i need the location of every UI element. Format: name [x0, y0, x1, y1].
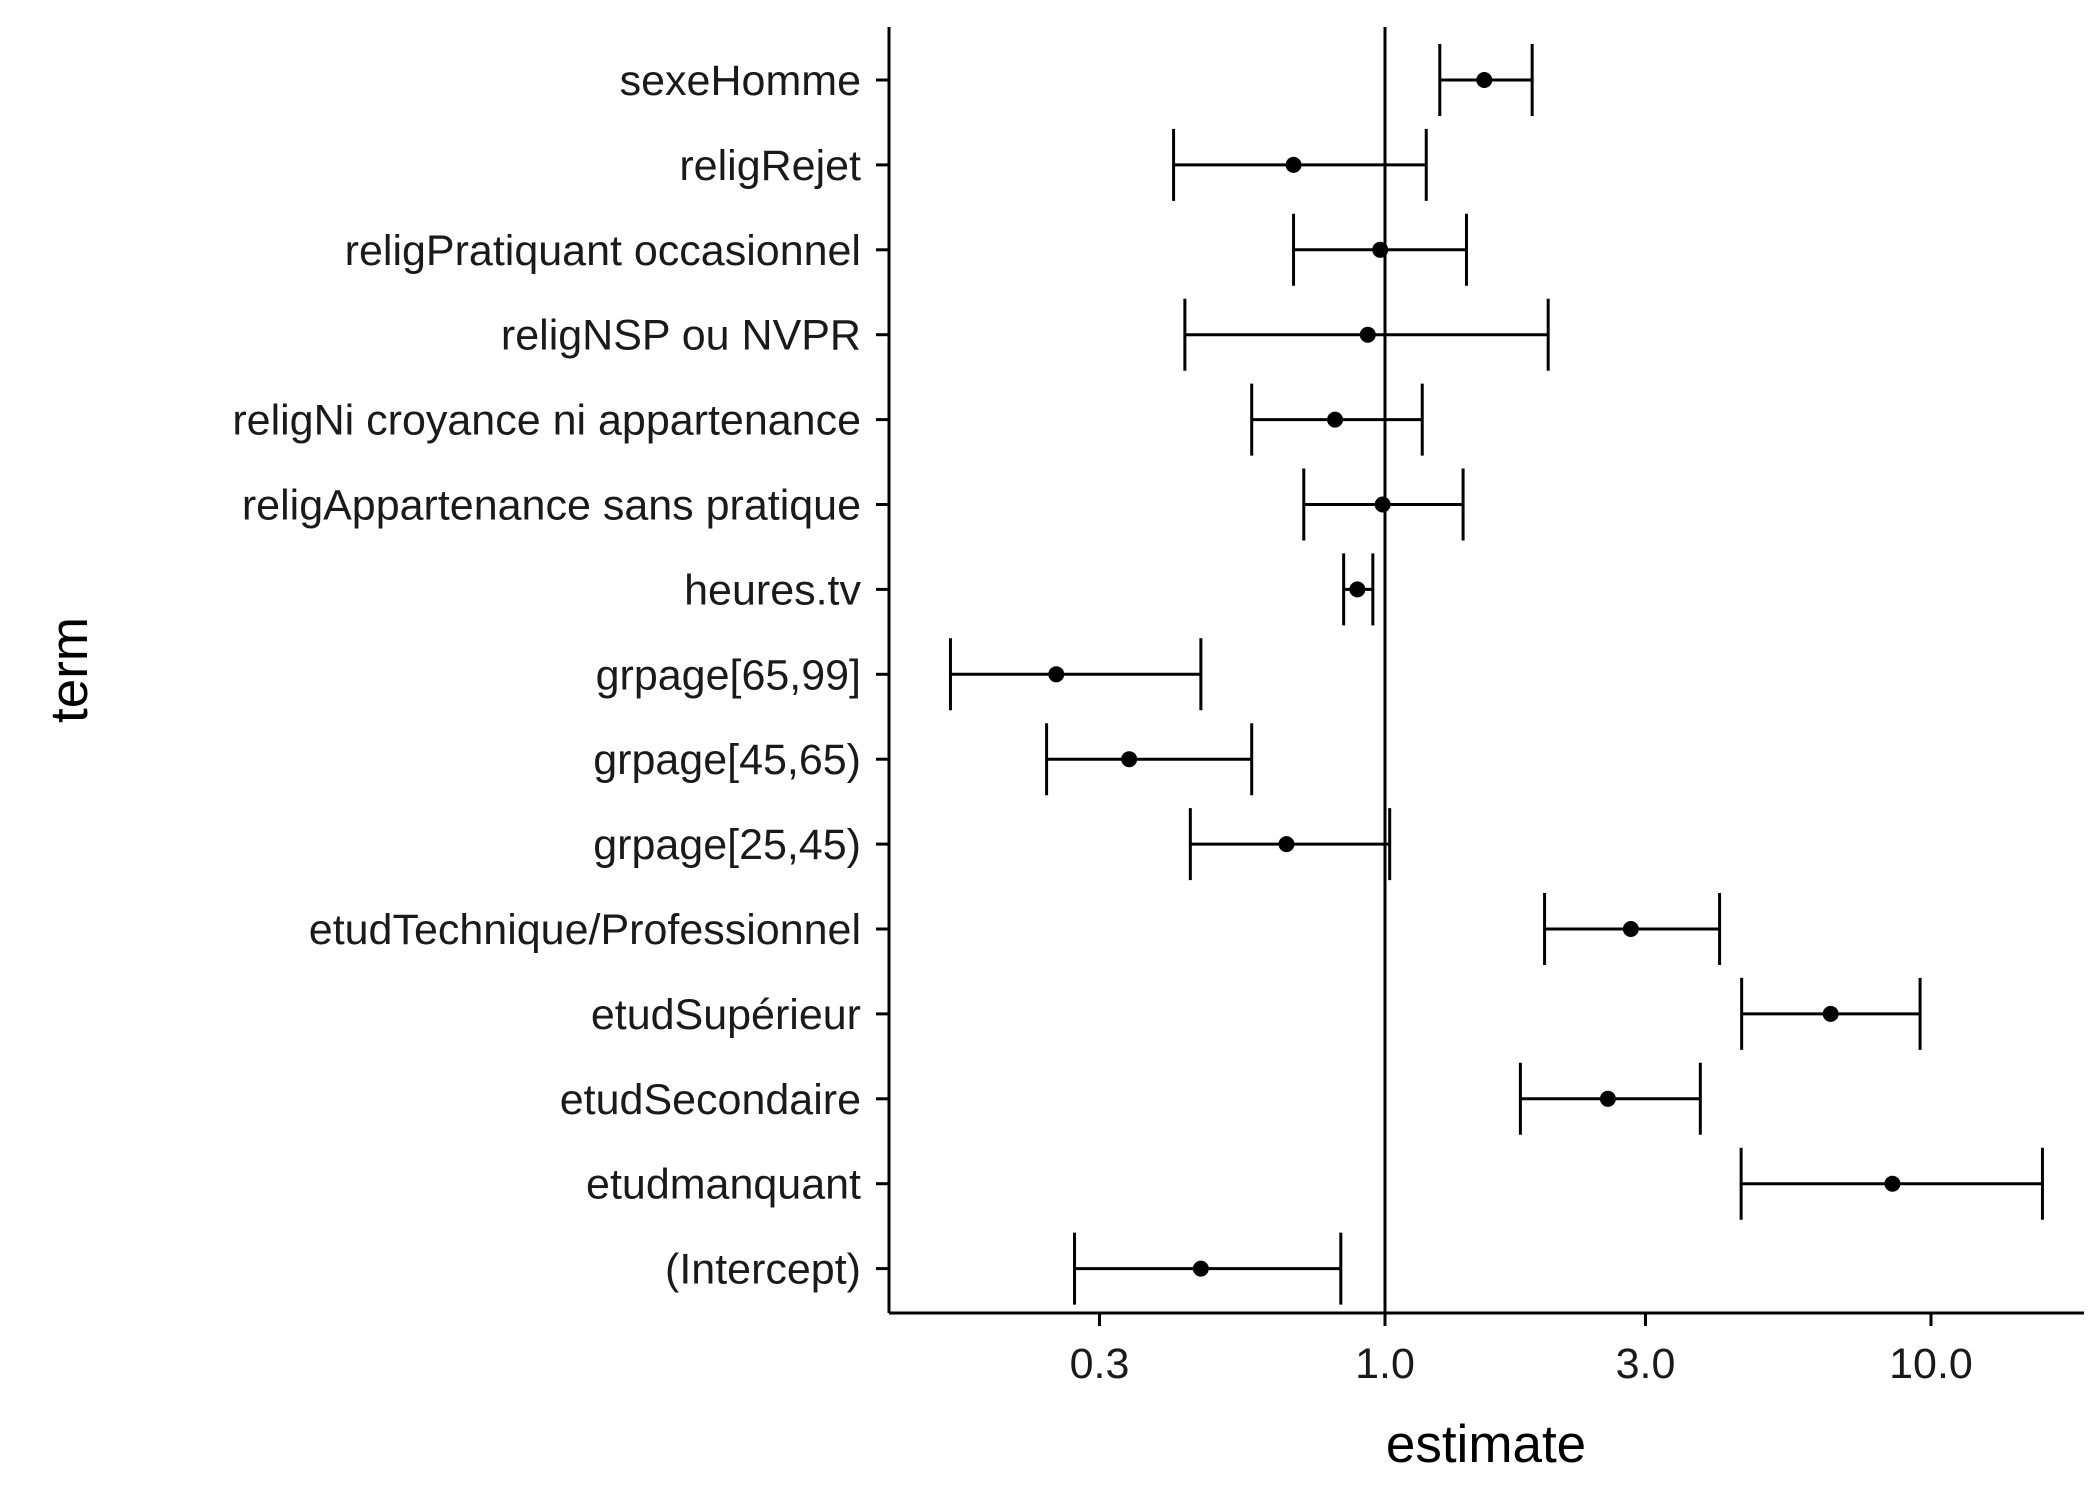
- term-label: grpage[45,65): [593, 736, 861, 784]
- estimate-point: [1285, 156, 1302, 173]
- term-row: [1438, 44, 1534, 116]
- estimate-point: [1822, 1005, 1839, 1022]
- estimate-point: [1599, 1090, 1616, 1107]
- x-tick-label: 3.0: [1616, 1340, 1676, 1388]
- y-axis-title: term: [40, 617, 99, 723]
- estimate-point: [1121, 751, 1138, 768]
- term-row: [948, 638, 1203, 711]
- estimate-point: [1327, 411, 1344, 428]
- estimate-point: [1359, 326, 1376, 343]
- x-tick-label: 10.0: [1889, 1340, 1973, 1388]
- estimate-point: [1048, 666, 1065, 683]
- term-label: religAppartenance sans pratique: [242, 482, 861, 530]
- x-tick-label: 0.3: [1070, 1340, 1130, 1388]
- term-row: [1342, 553, 1375, 626]
- term-label: etudSecondaire: [560, 1076, 861, 1124]
- x-tick-label: 1.0: [1355, 1340, 1415, 1388]
- term-row: [1740, 977, 1922, 1050]
- term-label: grpage[25,45): [593, 821, 861, 869]
- term-label: etudSupérieur: [591, 991, 861, 1039]
- term-label: heures.tv: [684, 566, 861, 614]
- term-label: etudmanquant: [586, 1161, 861, 1209]
- term-label: sexeHomme: [620, 57, 861, 105]
- term-row: [1543, 893, 1722, 965]
- term-row: [1188, 808, 1392, 881]
- x-axis-ticks: 0.3 1.0 3.0 10.0: [1070, 1313, 1973, 1388]
- term-label: religNSP ou NVPR: [501, 312, 861, 360]
- term-label: religPratiquant occasionnel: [345, 227, 861, 275]
- term-row: [1518, 1062, 1702, 1135]
- estimate-point: [1278, 836, 1295, 853]
- term-label: (Intercept): [665, 1246, 861, 1294]
- estimate-point: [1476, 72, 1493, 88]
- estimate-point: [1192, 1260, 1209, 1277]
- term-row: [1739, 1147, 2044, 1220]
- estimate-point: [1622, 921, 1639, 937]
- chart-marks: [948, 44, 2044, 1305]
- term-label: religNi croyance ni appartenance: [232, 397, 861, 445]
- term-row: [1045, 723, 1254, 796]
- y-axis-ticks: sexeHomme religRejet religPratiquant occas…: [232, 57, 889, 1294]
- estimate-point: [1349, 581, 1366, 598]
- estimate-point: [1374, 496, 1391, 513]
- term-label: etudTechnique/Professionnel: [309, 906, 861, 954]
- term-row: [1073, 1232, 1343, 1305]
- term-row: [1302, 468, 1465, 541]
- term-label: grpage[65,99]: [596, 651, 861, 699]
- term-row: [1250, 383, 1424, 456]
- x-axis-title: estimate: [1386, 1415, 1586, 1474]
- term-row: [1183, 298, 1550, 371]
- term-label: religRejet: [679, 142, 861, 190]
- estimate-point: [1884, 1175, 1901, 1192]
